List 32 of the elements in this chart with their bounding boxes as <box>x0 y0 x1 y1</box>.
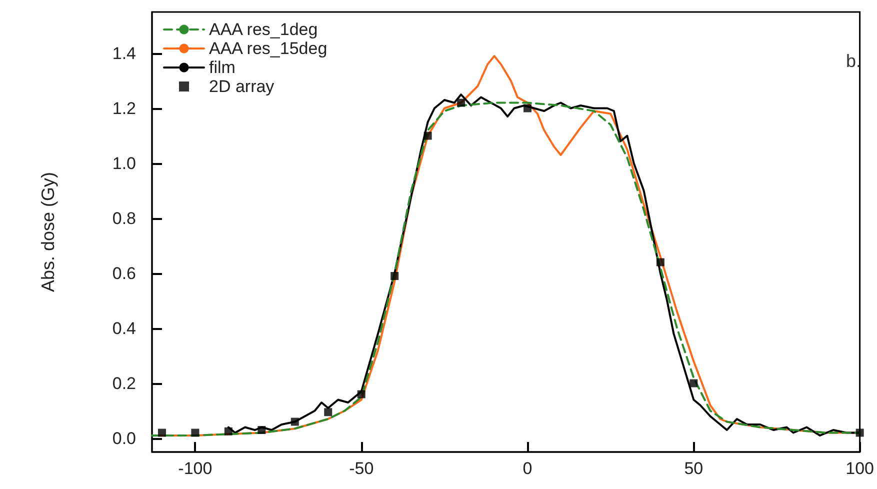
point <box>258 426 266 434</box>
point <box>524 104 532 112</box>
y-tick-label: 1.4 <box>112 44 136 63</box>
x-tick-label: -50 <box>349 459 374 478</box>
x-tick-label: -100 <box>178 459 212 478</box>
y-tick-label: 0.8 <box>112 208 136 228</box>
point <box>158 428 166 437</box>
y-tick-label: 1.2 <box>112 98 136 118</box>
point <box>656 258 664 266</box>
point <box>290 418 299 426</box>
y-tick-label: 0.4 <box>112 318 136 338</box>
legend-label: AAA res_15deg <box>209 39 328 58</box>
point <box>690 379 698 388</box>
point <box>856 428 864 437</box>
legend-label: film <box>209 58 236 77</box>
point <box>390 272 399 280</box>
x-tick-label: 0 <box>522 459 532 478</box>
x-tick-label: 100 <box>846 459 874 478</box>
y-axis-title: Abs. dose (Gy) <box>38 172 58 292</box>
y-tick-label: 0.0 <box>112 428 136 448</box>
y-tick-label: 1.0 <box>112 154 136 173</box>
legend-label: 2D array <box>209 77 275 96</box>
point <box>324 408 332 416</box>
point <box>224 427 232 436</box>
x-tick-label: 50 <box>684 459 704 478</box>
legend-label: AAA res_1deg <box>209 20 318 39</box>
point <box>457 98 466 107</box>
point <box>424 132 432 140</box>
point <box>357 390 366 398</box>
y-tick-label: 0.2 <box>112 374 136 393</box>
point <box>191 428 200 437</box>
y-tick-label: 0.6 <box>112 264 136 283</box>
